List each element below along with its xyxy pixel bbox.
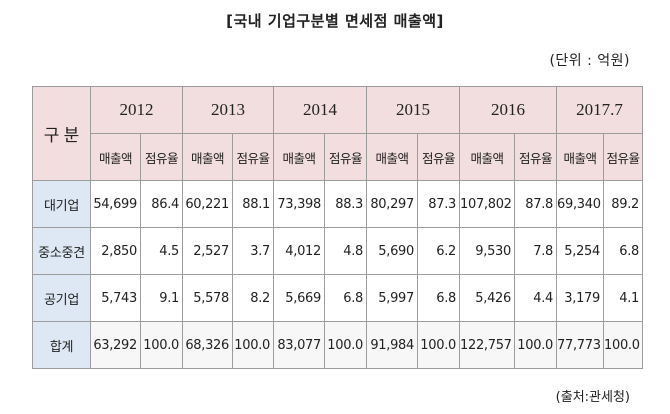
sales-cell: 77,773 <box>556 321 604 369</box>
year-header: 2012 <box>90 86 183 134</box>
sales-cell: 4,012 <box>273 227 325 275</box>
year-header: 2017.7 <box>556 86 643 134</box>
share-cell: 4.4 <box>514 274 557 322</box>
share-cell: 100.0 <box>232 321 274 369</box>
row-label: 합계 <box>32 321 91 369</box>
sales-cell: 5,578 <box>182 274 233 322</box>
share-header: 점유율 <box>324 133 367 181</box>
corner-label: 구 분 <box>32 86 91 181</box>
share-cell: 4.8 <box>324 227 367 275</box>
sales-cell: 63,292 <box>90 321 141 369</box>
share-cell: 100.0 <box>514 321 557 369</box>
sales-cell: 2,850 <box>90 227 141 275</box>
table-title: [국내 기업구분별 면세점 매출액] <box>226 12 444 30</box>
sales-cell: 9,530 <box>459 227 515 275</box>
share-header: 점유율 <box>514 133 557 181</box>
sales-cell: 5,426 <box>459 274 515 322</box>
sales-cell: 54,699 <box>90 180 141 228</box>
sales-cell: 5,997 <box>366 274 418 322</box>
sales-cell: 107,802 <box>459 180 515 228</box>
year-header: 2015 <box>366 86 460 134</box>
sales-header: 매출액 <box>556 133 604 181</box>
sales-cell: 60,221 <box>182 180 233 228</box>
sales-cell: 5,743 <box>90 274 141 322</box>
share-cell: 3.7 <box>232 227 274 275</box>
sales-header: 매출액 <box>90 133 141 181</box>
sales-cell: 5,690 <box>366 227 418 275</box>
sales-cell: 5,254 <box>556 227 604 275</box>
share-cell: 7.8 <box>514 227 557 275</box>
sales-cell: 3,179 <box>556 274 604 322</box>
year-header: 2013 <box>182 86 274 134</box>
unit-note: (단위 : 억원) <box>549 53 630 69</box>
share-cell: 4.1 <box>603 274 643 322</box>
share-cell: 100.0 <box>140 321 183 369</box>
sales-header: 매출액 <box>182 133 233 181</box>
share-cell: 6.8 <box>603 227 643 275</box>
row-label: 대기업 <box>32 180 91 228</box>
sales-cell: 73,398 <box>273 180 325 228</box>
sales-cell: 5,669 <box>273 274 325 322</box>
share-header: 점유율 <box>417 133 460 181</box>
table-row: 합계 63,292 100.0 68,326 100.0 83,077 100.0 91,98… <box>32 321 643 369</box>
sales-header: 매출액 <box>273 133 325 181</box>
year-header: 2014 <box>273 86 367 134</box>
share-cell: 100.0 <box>324 321 367 369</box>
share-header: 점유율 <box>603 133 643 181</box>
share-cell: 87.8 <box>514 180 557 228</box>
share-cell: 6.8 <box>417 274 460 322</box>
sales-cell: 68,326 <box>182 321 233 369</box>
share-cell: 86.4 <box>140 180 183 228</box>
share-cell: 8.2 <box>232 274 274 322</box>
share-cell: 87.3 <box>417 180 460 228</box>
share-header: 점유율 <box>232 133 274 181</box>
row-label: 중소중견 <box>32 227 91 275</box>
share-cell: 6.8 <box>324 274 367 322</box>
share-cell: 4.5 <box>140 227 183 275</box>
table-body: 대기업 54,699 86.4 60,221 88.1 73,398 88.3 80,297 8… <box>32 180 643 369</box>
sales-cell: 69,340 <box>556 180 604 228</box>
source-note: (출처:관세청) <box>555 390 630 405</box>
sub-header-row: 매출액 점유율 매출액 점유율 매출액 점유율 매출액 점유율 매출액 점유율 … <box>33 133 643 181</box>
share-cell: 6.2 <box>417 227 460 275</box>
share-cell: 88.3 <box>324 180 367 228</box>
sales-cell: 2,527 <box>182 227 233 275</box>
table-row: 대기업 54,699 86.4 60,221 88.1 73,398 88.3 80,297 8… <box>32 180 643 228</box>
sales-cell: 91,984 <box>366 321 418 369</box>
year-header: 2016 <box>459 86 557 134</box>
sales-table: 구 분 2012 2013 2014 2015 2016 2017.7 매출액 … <box>32 86 643 369</box>
share-cell: 9.1 <box>140 274 183 322</box>
sales-cell: 83,077 <box>273 321 325 369</box>
share-cell: 89.2 <box>603 180 643 228</box>
share-cell: 88.1 <box>232 180 274 228</box>
share-header: 점유율 <box>140 133 183 181</box>
sales-header: 매출액 <box>459 133 515 181</box>
year-header-row: 구 분 2012 2013 2014 2015 2016 2017.7 <box>32 86 643 181</box>
table-row: 중소중견 2,850 4.5 2,527 3.7 4,012 4.8 5,690 6.2 9,53… <box>32 227 643 275</box>
row-label: 공기업 <box>32 274 91 322</box>
sales-cell: 80,297 <box>366 180 418 228</box>
share-cell: 100.0 <box>603 321 643 369</box>
table-row: 공기업 5,743 9.1 5,578 8.2 5,669 6.8 5,997 6.8 5,426… <box>32 274 643 322</box>
sales-cell: 122,757 <box>459 321 515 369</box>
share-cell: 100.0 <box>417 321 460 369</box>
sales-header: 매출액 <box>366 133 418 181</box>
